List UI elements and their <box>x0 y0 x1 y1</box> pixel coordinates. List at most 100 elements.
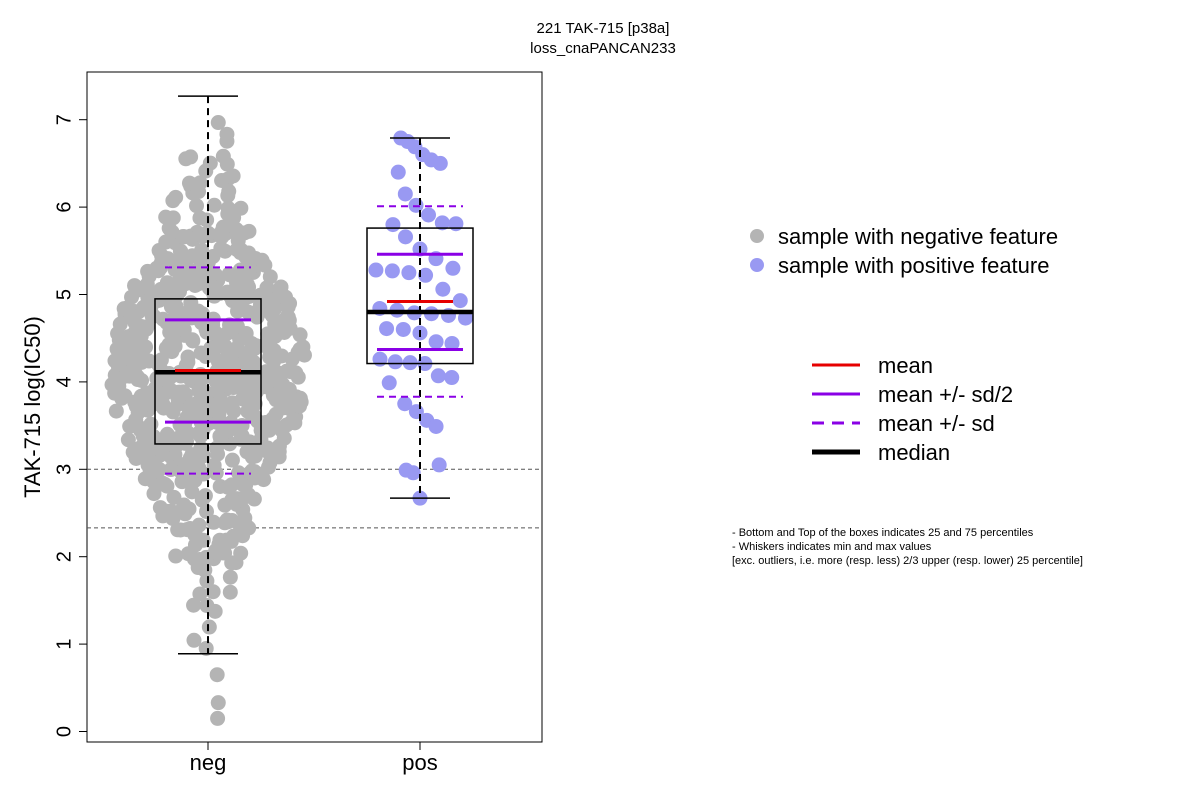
pos-point <box>428 334 444 350</box>
neg-point <box>155 396 171 412</box>
neg-point <box>212 285 228 301</box>
pos-point <box>445 260 461 276</box>
neg-point <box>214 173 230 189</box>
pos-point <box>448 216 464 232</box>
neg-point <box>183 265 199 281</box>
neg-point <box>282 295 298 311</box>
neg-point <box>206 514 222 530</box>
neg-point <box>268 406 284 422</box>
neg-point <box>244 250 260 266</box>
neg-point <box>191 383 207 399</box>
plot-frame <box>86 71 543 743</box>
legend-points: sample with negative feature sample with … <box>750 224 1058 278</box>
neg-point <box>258 292 274 308</box>
x-tick-label-neg: neg <box>190 750 227 775</box>
pos-point <box>444 370 460 386</box>
neg-point <box>292 398 308 414</box>
neg-point <box>273 389 289 405</box>
neg-point <box>177 458 193 474</box>
neg-point <box>191 517 207 533</box>
neg-point <box>214 545 230 561</box>
neg-point <box>222 584 238 600</box>
neg-point <box>220 423 236 439</box>
neg-point <box>170 390 186 406</box>
neg-point <box>199 598 215 614</box>
legend-line-label: mean +/- sd/2 <box>878 382 1013 407</box>
neg-point <box>143 299 159 315</box>
neg-point <box>243 355 259 371</box>
neg-point <box>205 248 221 264</box>
neg-point <box>272 282 288 298</box>
neg-point <box>246 491 262 507</box>
neg-point <box>107 385 123 401</box>
neg-point <box>191 184 207 200</box>
neg-point <box>183 149 199 165</box>
neg-point <box>226 403 242 419</box>
notes: - Bottom and Top of the boxes indicates … <box>732 527 1083 567</box>
neg-point <box>238 325 254 341</box>
neg-point <box>210 695 226 711</box>
neg-point <box>109 341 125 357</box>
neg-point <box>172 243 188 259</box>
pos-point <box>405 465 421 481</box>
neg-point <box>163 287 179 303</box>
neg-point <box>161 220 177 236</box>
y-tick-label: 1 <box>53 639 75 650</box>
neg-point <box>233 545 249 561</box>
neg-point <box>120 302 136 318</box>
pos-point <box>457 310 473 326</box>
neg-point <box>139 385 155 401</box>
neg-point <box>220 479 236 495</box>
neg-point <box>187 277 203 293</box>
pos-point <box>428 418 444 434</box>
pos-point <box>381 375 397 391</box>
pos-point <box>431 457 447 473</box>
pos-point <box>385 217 401 233</box>
neg-point <box>163 299 179 315</box>
y-tick-label: 3 <box>53 464 75 475</box>
note-line: [exc. outliers, i.e. more (resp. less) 2… <box>732 555 1083 567</box>
neg-point <box>271 449 287 465</box>
neg-point <box>186 597 202 613</box>
neg-point <box>222 569 238 585</box>
neg-point <box>267 328 283 344</box>
neg-point <box>224 512 240 528</box>
neg-point <box>186 632 202 648</box>
pos-point <box>390 164 406 180</box>
neg-point <box>160 276 176 292</box>
neg-point <box>202 155 218 171</box>
neg-point <box>189 198 205 214</box>
pos-point <box>395 321 411 337</box>
pos-point <box>430 368 446 384</box>
box-elements <box>154 95 474 655</box>
neg-point <box>176 497 192 513</box>
neg-point <box>198 640 214 656</box>
y-tick-label: 7 <box>53 114 75 125</box>
neg-point <box>163 462 179 478</box>
note-line: - Whiskers indicates min and max values <box>732 541 932 553</box>
pos-point <box>384 263 400 279</box>
pos-point <box>444 335 460 351</box>
pos-point <box>397 396 413 412</box>
y-tick-label: 6 <box>53 202 75 213</box>
neg-point <box>151 462 167 478</box>
neg-point <box>217 497 233 513</box>
neg-point <box>192 226 208 242</box>
neg-point <box>242 374 258 390</box>
neg-point <box>128 412 144 428</box>
neg-point <box>172 429 188 445</box>
neg-point <box>160 251 176 267</box>
legend-line-label: mean +/- sd <box>878 411 995 436</box>
neg-point <box>206 197 222 213</box>
neg-point <box>139 276 155 292</box>
neg-point <box>108 403 124 419</box>
reference-lines <box>87 468 542 529</box>
neg-point <box>180 546 196 562</box>
neg-point <box>137 471 153 487</box>
pos-point <box>401 265 417 281</box>
neg-point <box>184 332 200 348</box>
neg-point <box>219 156 235 172</box>
pos-point <box>387 354 403 370</box>
pos-point <box>372 351 388 367</box>
neg-point <box>219 126 235 142</box>
